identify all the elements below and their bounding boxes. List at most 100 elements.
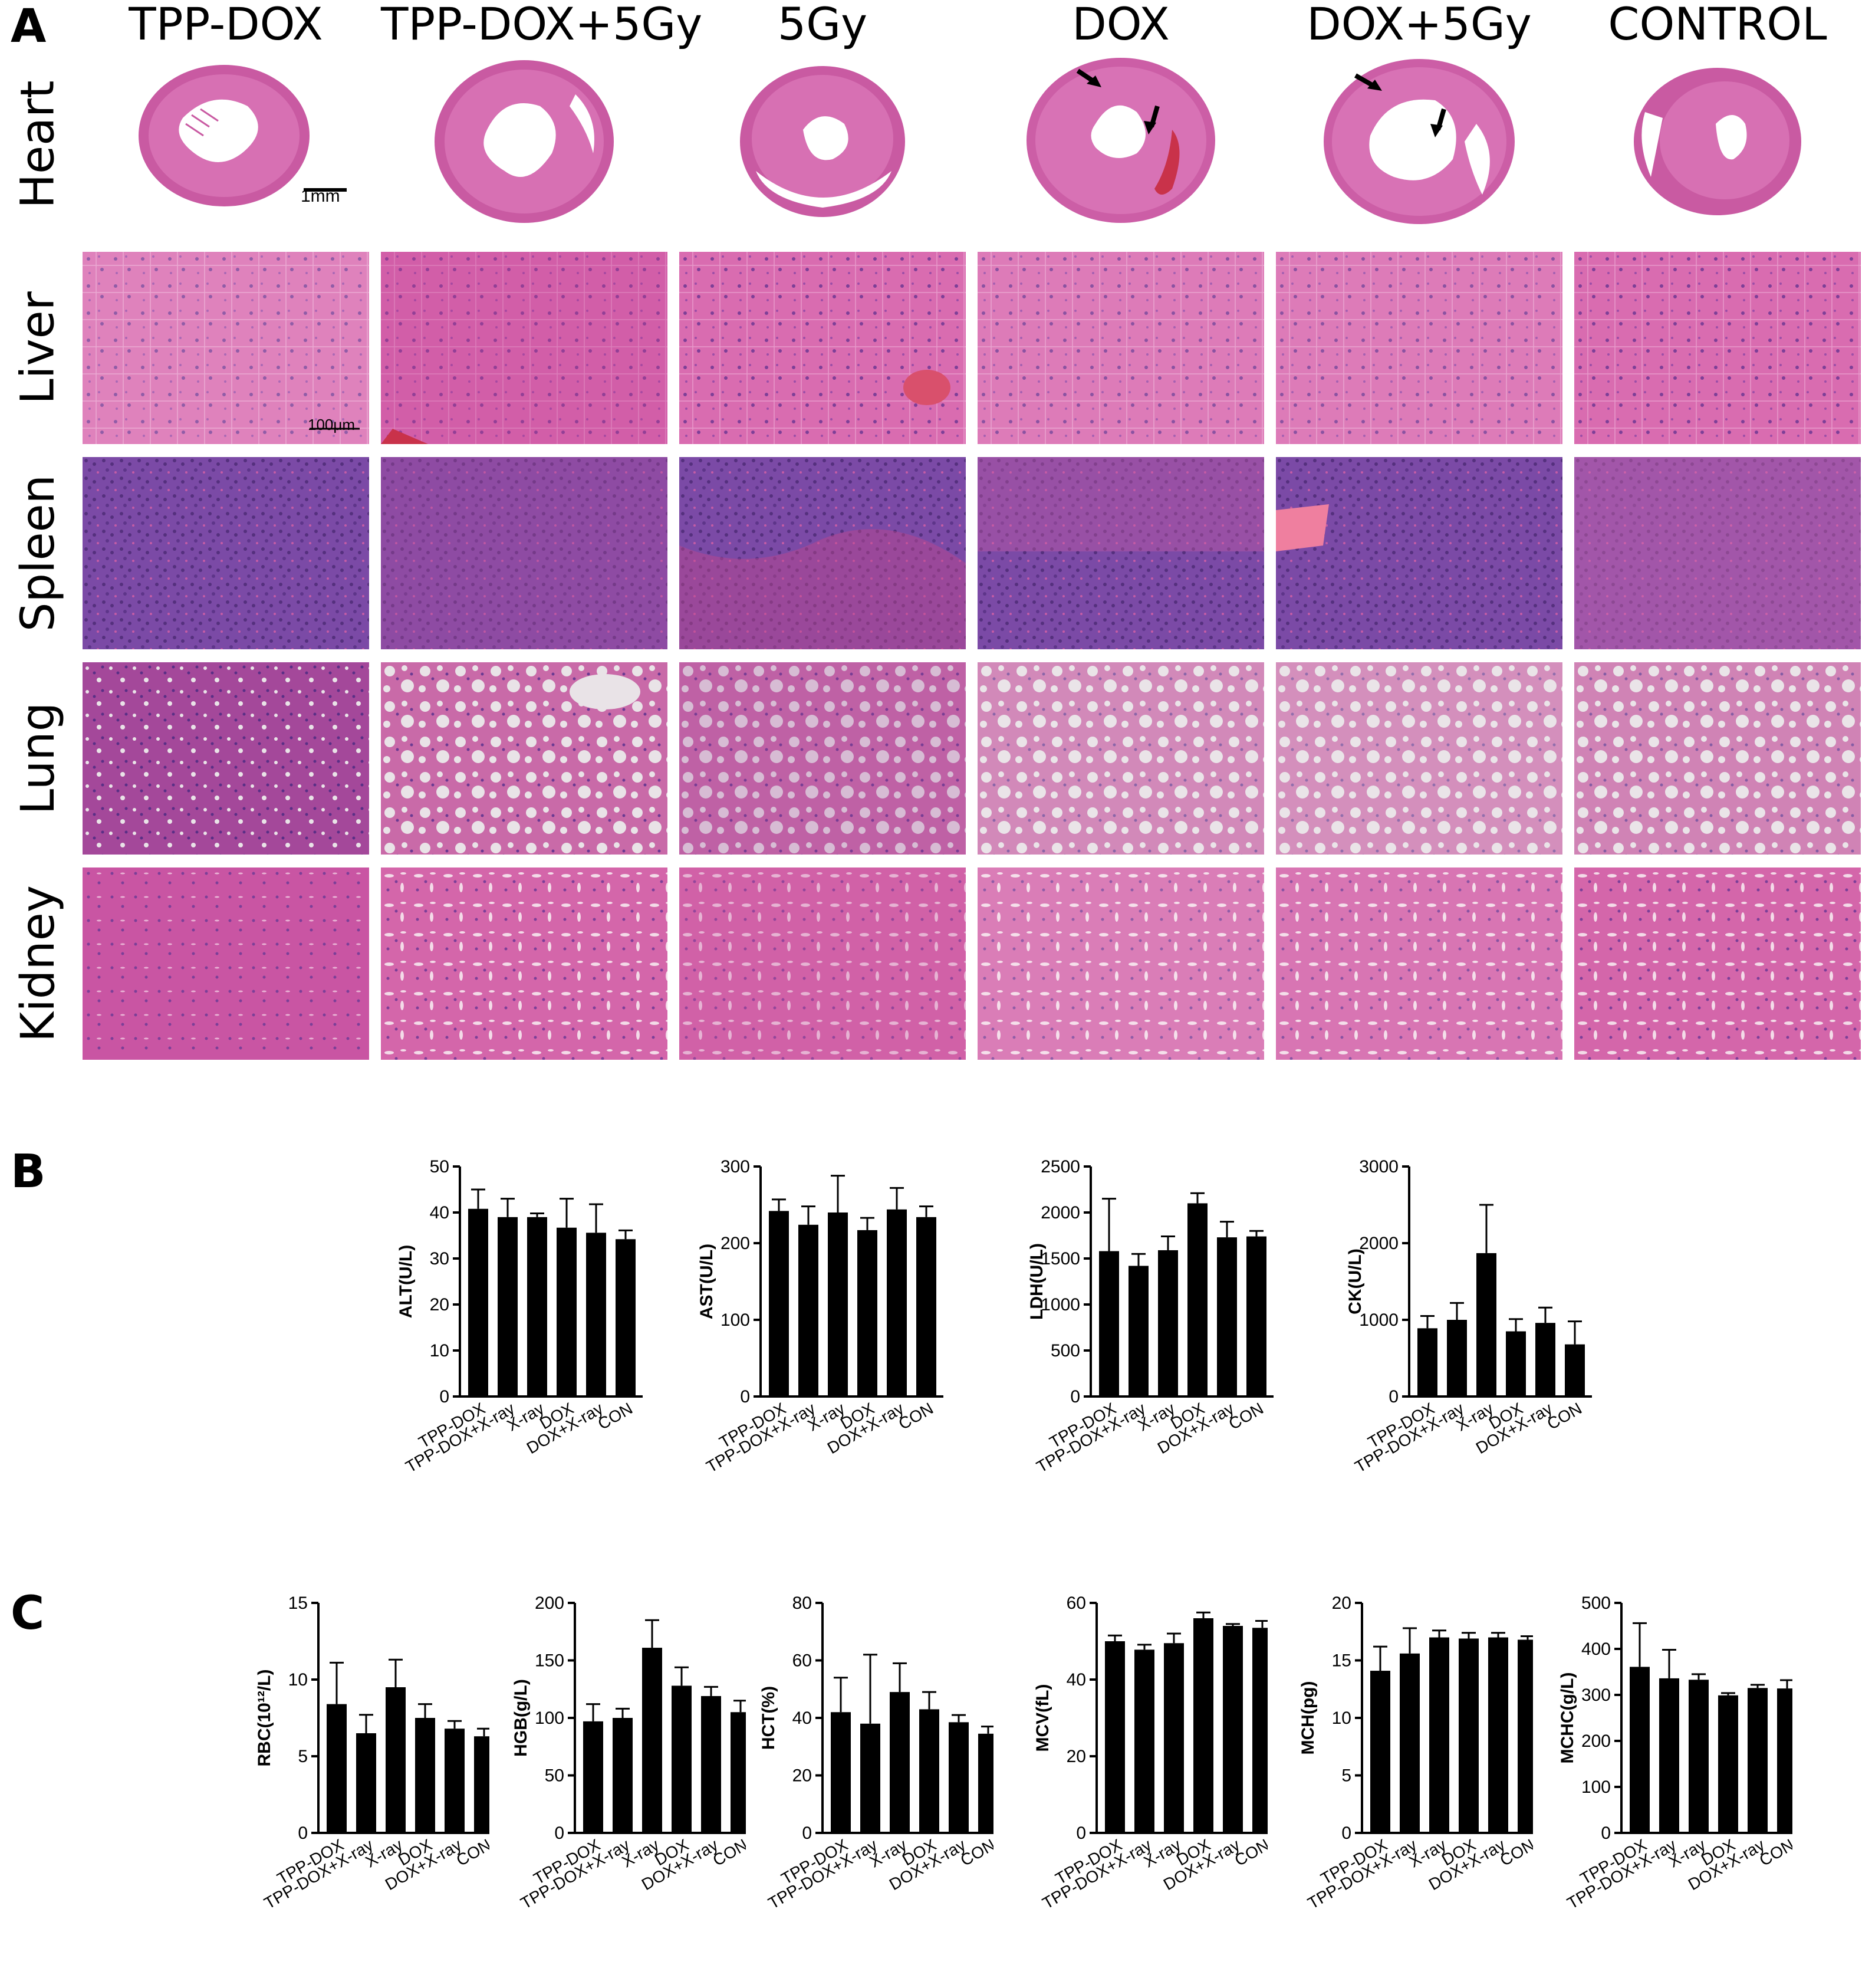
bar — [1535, 1323, 1555, 1396]
y-tick-label: 500 — [1581, 1593, 1611, 1613]
bar — [468, 1208, 488, 1396]
bar — [887, 1209, 907, 1396]
x-tick-label: CON — [1232, 1835, 1268, 1869]
y-axis-label: MCH(pg) — [1298, 1681, 1318, 1755]
lung-tile-tpp-dox-5gy — [381, 662, 667, 855]
bar-chart-ldh: 05001000150020002500LDH(U/L)TPP-DOXTPP-D… — [1027, 1157, 1274, 1476]
y-tick-label: 30 — [430, 1249, 449, 1269]
panel-label-b: B — [11, 1145, 46, 1198]
bar — [919, 1709, 939, 1833]
bar-chart-hct: 020406080HCT(%)TPP-DOXTPP-DOX+X-rayX-ray… — [759, 1593, 993, 1913]
x-tick-label: CON — [1756, 1835, 1792, 1869]
y-tick-label: 1000 — [1041, 1295, 1080, 1315]
lung-tile-dox — [978, 662, 1264, 855]
y-tick-label: 40 — [1067, 1670, 1086, 1690]
bar — [860, 1723, 880, 1833]
panel-label-c: C — [11, 1587, 45, 1640]
x-tick-label: CON — [595, 1399, 636, 1433]
bar — [498, 1217, 518, 1396]
bar-chart-rbc: 051015RBC(10¹²/L)TPP-DOXTPP-DOX+X-rayX-r… — [255, 1593, 489, 1913]
bar — [1193, 1618, 1213, 1833]
heart-section-dox — [1027, 58, 1215, 223]
bar-chart-ast: 0100200300AST(U/L)TPP-DOXTPP-DOX+X-rayX-… — [697, 1157, 943, 1476]
column-header-tpp-dox: TPP-DOX — [129, 0, 323, 50]
column-header-dox: DOX — [1072, 0, 1170, 50]
bar — [1400, 1653, 1420, 1833]
bar — [1217, 1237, 1237, 1396]
y-axis-label: RBC(10¹²/L) — [255, 1670, 274, 1767]
bar — [1370, 1671, 1390, 1833]
x-tick-label: CON — [1544, 1399, 1585, 1433]
row-header-spleen: Spleen — [12, 474, 65, 632]
bar-chart-hgb: 050100150200HGB(g/L)TPP-DOXTPP-DOX+X-ray… — [511, 1593, 746, 1913]
y-axis-label: LDH(U/L) — [1027, 1243, 1047, 1320]
y-tick-label: 50 — [430, 1157, 449, 1177]
bar — [857, 1230, 877, 1396]
bar — [1476, 1253, 1496, 1396]
liver-tile-5gy — [679, 252, 966, 444]
column-header-dox-5gy: DOX+5Gy — [1307, 0, 1532, 50]
y-axis-label: CK(U/L) — [1345, 1248, 1365, 1315]
bar — [1506, 1331, 1526, 1396]
bar — [1158, 1250, 1178, 1396]
scale-label-heart: 1mm — [301, 186, 340, 206]
y-tick-label: 50 — [545, 1766, 564, 1786]
y-tick-label: 0 — [1389, 1387, 1399, 1407]
heart-section-dox-5gy — [1324, 59, 1515, 224]
bar — [642, 1648, 662, 1833]
lung-tile-tpp-dox — [83, 662, 369, 855]
bar — [916, 1217, 936, 1396]
column-header-5gy: 5Gy — [777, 0, 868, 50]
y-tick-label: 10 — [288, 1670, 308, 1690]
kidney-tile-5gy — [679, 868, 966, 1060]
lung-tile-dox-5gy — [1276, 662, 1562, 855]
bar — [949, 1722, 969, 1833]
bar — [731, 1712, 746, 1833]
y-tick-label: 20 — [792, 1766, 812, 1786]
bar — [1164, 1643, 1184, 1833]
bar — [831, 1712, 851, 1833]
bar — [1105, 1641, 1125, 1833]
kidney-tile-tpp-dox — [83, 868, 369, 1060]
liver-tile-tpp-dox — [83, 252, 369, 444]
heart-section-tpp-dox-5gy — [435, 60, 614, 223]
column-header-tpp-dox-5gy: TPP-DOX+5Gy — [381, 0, 703, 50]
bar — [616, 1239, 636, 1396]
y-tick-label: 2000 — [1359, 1234, 1399, 1253]
spleen-tile-dox-5gy — [1276, 457, 1562, 649]
y-tick-label: 10 — [430, 1341, 449, 1361]
bar — [474, 1736, 489, 1833]
scale-label-tissue: 100μm — [308, 416, 356, 433]
heart-section-5gy — [740, 66, 905, 217]
y-tick-label: 40 — [430, 1203, 449, 1223]
lung-tile-control — [1574, 662, 1861, 855]
y-tick-label: 5 — [1341, 1766, 1351, 1786]
bar — [1187, 1203, 1208, 1396]
y-tick-label: 20 — [1332, 1593, 1351, 1613]
bar — [672, 1685, 692, 1833]
bar — [1689, 1680, 1709, 1833]
bar — [1134, 1649, 1154, 1833]
row-header-heart: Heart — [12, 80, 65, 209]
heart-section-tpp-dox — [139, 65, 347, 206]
x-tick-label: CON — [958, 1835, 993, 1869]
y-tick-label: 0 — [1341, 1823, 1351, 1843]
bar — [1223, 1626, 1243, 1833]
y-tick-label: 15 — [288, 1593, 308, 1613]
column-header-control: CONTROL — [1608, 0, 1827, 50]
bar — [415, 1718, 435, 1833]
liver-tile-control — [1574, 252, 1861, 444]
y-tick-label: 40 — [792, 1708, 812, 1728]
bar — [356, 1733, 376, 1833]
y-axis-label: AST(U/L) — [697, 1244, 716, 1319]
y-tick-label: 200 — [1581, 1731, 1611, 1751]
x-tick-label: CON — [896, 1399, 936, 1433]
spleen-tile-tpp-dox-5gy — [381, 457, 667, 649]
y-tick-label: 2000 — [1041, 1203, 1080, 1223]
row-header-liver: Liver — [12, 291, 65, 405]
bar — [978, 1733, 993, 1833]
y-tick-label: 15 — [1332, 1651, 1351, 1671]
bar — [1417, 1328, 1437, 1396]
bar-chart-ck: 0100020003000CK(U/L)TPP-DOXTPP-DOX+X-ray… — [1345, 1157, 1592, 1476]
row-header-kidney: Kidney — [12, 885, 65, 1042]
